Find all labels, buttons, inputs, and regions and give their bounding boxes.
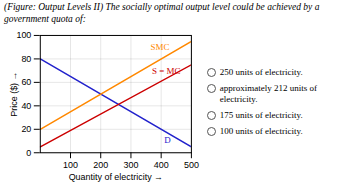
svg-text:400: 400: [154, 160, 169, 170]
svg-text:80: 80: [21, 54, 31, 64]
svg-text:100: 100: [16, 30, 31, 40]
svg-text:100: 100: [63, 160, 78, 170]
html-text:approximately 212 units of ele: approximately 212 units of electricity.: [219, 83, 318, 104]
svg-text:500: 500: [184, 160, 199, 170]
svg-text:200: 200: [93, 160, 108, 170]
svg-text:SMC: SMC: [151, 42, 170, 52]
svg-text:Price ($) →: Price ($) →: [9, 71, 19, 116]
svg-text:S = MC: S = MC: [152, 66, 180, 76]
html-text:(Figure: Output Levels II) The: (Figure: Output Levels II) The socially …: [4, 2, 320, 24]
html-text:100 units of electricity.: 100 units of electricity.: [219, 126, 303, 136]
svg-text:20: 20: [21, 124, 31, 134]
svg-text:40: 40: [21, 101, 31, 111]
svg-text:Quantity of electricity →: Quantity of electricity →: [69, 172, 163, 182]
html-text:250 units of electricity.: 250 units of electricity.: [219, 67, 303, 77]
svg-text:300: 300: [123, 160, 138, 170]
svg-text:0: 0: [26, 148, 31, 158]
svg-text:D: D: [164, 135, 171, 145]
svg-text:60: 60: [21, 77, 31, 87]
html-text:175 units of electricity.: 175 units of electricity.: [219, 110, 303, 120]
